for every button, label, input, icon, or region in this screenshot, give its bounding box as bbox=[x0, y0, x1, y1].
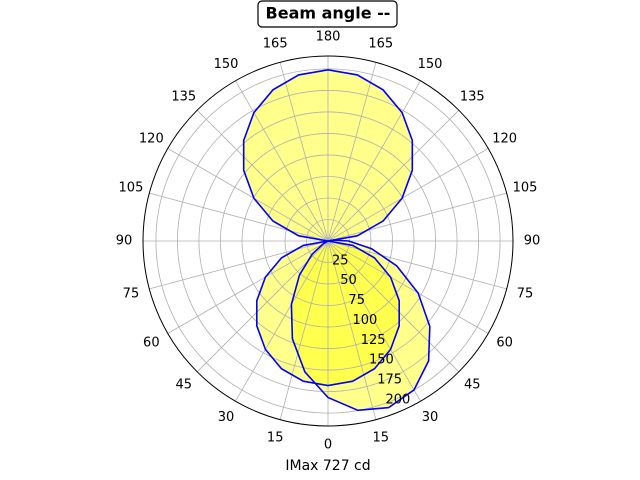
grid-line bbox=[279, 62, 329, 242]
r-tick-label: 150 bbox=[369, 353, 394, 368]
grid-line bbox=[327, 240, 377, 420]
grid-line bbox=[327, 62, 377, 242]
grid-line bbox=[196, 109, 329, 242]
theta-tick-label: 105 bbox=[513, 181, 538, 196]
grid-line bbox=[235, 80, 329, 242]
grid-line bbox=[235, 240, 329, 402]
theta-tick-label: 120 bbox=[139, 132, 164, 147]
theta-tick-label: 150 bbox=[418, 57, 443, 72]
grid-line bbox=[149, 192, 329, 242]
theta-tick-label: 15 bbox=[373, 431, 390, 446]
grid-line bbox=[327, 192, 507, 242]
theta-tick-label: 60 bbox=[496, 336, 513, 351]
grid-line bbox=[167, 148, 329, 242]
theta-tick-label: 45 bbox=[464, 378, 481, 393]
theta-tick-label: 30 bbox=[218, 410, 235, 425]
r-tick-label: 75 bbox=[348, 293, 365, 308]
theta-tick-label: 15 bbox=[267, 431, 284, 446]
r-tick-label: 50 bbox=[340, 273, 357, 288]
theta-tick-label: 135 bbox=[460, 89, 485, 104]
r-tick-label: 175 bbox=[377, 373, 402, 388]
series-line bbox=[256, 240, 400, 387]
x-axis-label: IMax 727 cd bbox=[285, 458, 370, 474]
lobe-fill bbox=[291, 240, 430, 411]
r-tick-label: 200 bbox=[385, 392, 410, 407]
grid-line bbox=[167, 240, 329, 334]
r-tick-label: 25 bbox=[332, 253, 349, 268]
theta-tick-label: 120 bbox=[492, 132, 517, 147]
theta-tick-label: 165 bbox=[263, 36, 288, 51]
r-tick-label: 100 bbox=[353, 313, 378, 328]
theta-tick-label: 75 bbox=[517, 286, 534, 301]
theta-tick-label: 135 bbox=[171, 89, 196, 104]
grid-line bbox=[327, 148, 489, 242]
theta-tick-label: 60 bbox=[143, 336, 160, 351]
theta-tick-label: 150 bbox=[214, 57, 239, 72]
r-tick-label: 125 bbox=[361, 333, 386, 348]
theta-tick-label: 0 bbox=[324, 438, 332, 453]
series-line bbox=[242, 68, 414, 242]
theta-tick-label: 90 bbox=[524, 234, 541, 249]
theta-tick-label: 45 bbox=[175, 378, 192, 393]
series-line bbox=[290, 239, 431, 412]
theta-tick-label: 165 bbox=[368, 36, 393, 51]
title-box bbox=[257, 0, 398, 28]
grid-line bbox=[327, 240, 489, 334]
theta-tick-label: 105 bbox=[119, 181, 144, 196]
theta-tick-label: 90 bbox=[116, 234, 133, 249]
theta-tick-label: 30 bbox=[422, 410, 439, 425]
grid-line bbox=[279, 240, 329, 420]
polar-frame bbox=[142, 55, 514, 427]
theta-tick-label: 75 bbox=[123, 286, 140, 301]
theta-tick-label: 180 bbox=[316, 30, 341, 45]
grid-line bbox=[327, 240, 460, 373]
grid-line bbox=[327, 240, 421, 402]
grid-line bbox=[327, 80, 421, 242]
grid-line bbox=[327, 109, 460, 242]
chart-title: Beam angle -- bbox=[266, 4, 391, 23]
